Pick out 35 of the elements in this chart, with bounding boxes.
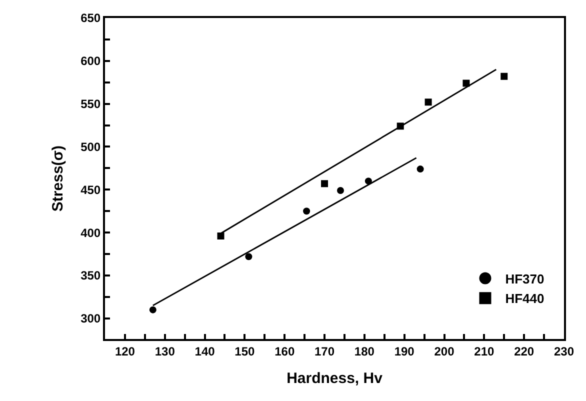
y-tick-label: 650 [80, 11, 101, 26]
x-tick-label: 160 [274, 344, 295, 358]
y-tick-label: 500 [80, 140, 101, 154]
y-tick-label: 600 [80, 54, 101, 68]
x-tick-label: 130 [154, 344, 176, 358]
point [462, 80, 470, 87]
y-axis-title: Stress(σ) [49, 145, 66, 212]
point [416, 166, 424, 173]
x-tick-label: 170 [314, 344, 335, 358]
y-tick-label: 300 [80, 312, 101, 326]
y-tick-label: 450 [80, 182, 101, 197]
y-tick-label: 550 [80, 97, 101, 112]
x-tick-label: 200 [434, 344, 455, 358]
point [245, 253, 252, 260]
legend-label: HF370 [505, 271, 544, 286]
x-tick-label: 180 [354, 344, 375, 358]
x-axis-title: Hardness, Hv [286, 370, 384, 387]
x-tick-label: 230 [554, 344, 574, 358]
y-tick-label: 350 [80, 268, 101, 283]
x-tick-label: 150 [234, 344, 256, 358]
legend-label: HF440 [505, 291, 544, 306]
x-tick-label: 220 [514, 344, 534, 358]
point [500, 72, 508, 80]
point [303, 208, 310, 215]
point [424, 98, 432, 106]
x-tick-label: 210 [474, 344, 494, 358]
point [321, 180, 328, 188]
x-tick-label: 140 [194, 344, 216, 358]
y-tick-label: 400 [80, 226, 101, 240]
x-tick-label: 190 [394, 344, 415, 358]
point [149, 306, 156, 314]
point [217, 232, 224, 240]
point [364, 178, 372, 185]
x-tick-label: 120 [114, 344, 136, 358]
point [336, 187, 344, 194]
